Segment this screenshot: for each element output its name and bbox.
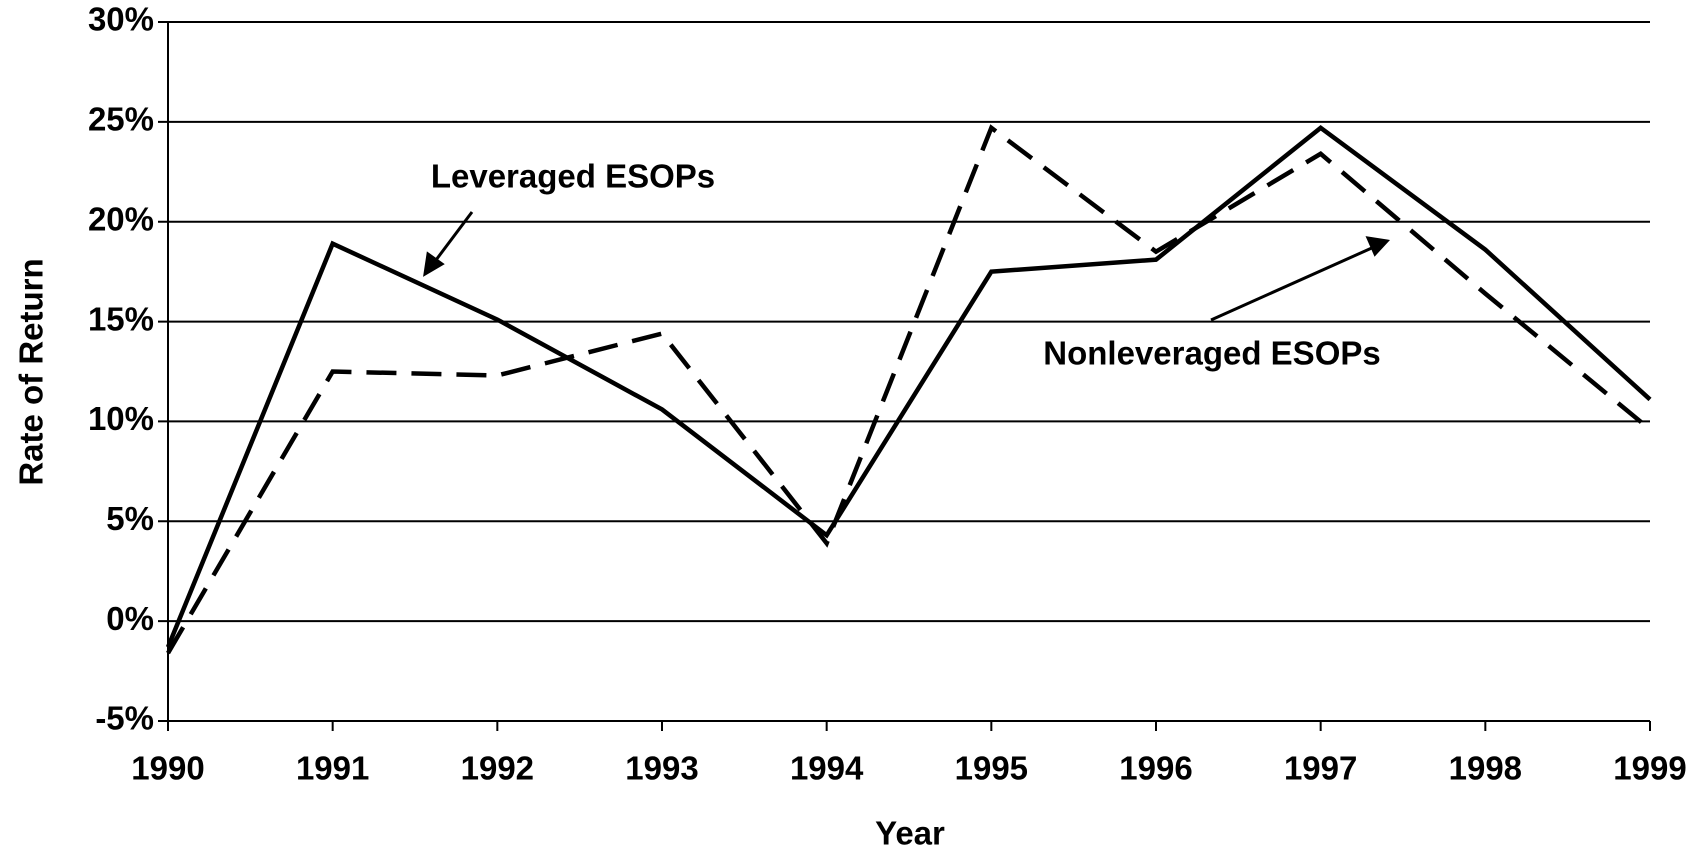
y-tick-label: 0%	[106, 600, 154, 637]
series-line	[165, 125, 1652, 648]
annotation: Nonleveraged ESOPs	[1043, 335, 1380, 372]
y-tick-label: 10%	[88, 400, 154, 437]
x-tick-label: 1997	[1284, 750, 1357, 787]
y-tick-label: 30%	[88, 1, 154, 38]
x-tick-label: 1996	[1119, 750, 1192, 787]
arrow-shaft	[431, 211, 474, 265]
x-tick-label: 1992	[461, 750, 534, 787]
x-tick-label: 1995	[955, 750, 1028, 787]
y-axis-title: Rate of Return	[13, 258, 50, 485]
arrow-head	[1365, 236, 1391, 257]
y-tick-label: 20%	[88, 200, 154, 237]
arrow-shaft	[1210, 245, 1375, 322]
y-tick-label: 15%	[88, 300, 154, 337]
y-tick-label: 5%	[106, 500, 154, 537]
y-tick-label: 25%	[88, 101, 154, 138]
annotation: Leveraged ESOPs	[431, 158, 715, 195]
annotation-arrows	[423, 211, 1391, 322]
x-tick-label: 1993	[625, 750, 698, 787]
x-tick-label: 1991	[296, 750, 369, 787]
x-tick-label: 1998	[1449, 750, 1522, 787]
x-tick-label: 1994	[790, 750, 864, 787]
x-tick-label: 1990	[131, 750, 204, 787]
x-tick-label: 1999	[1613, 750, 1686, 787]
x-axis-title: Year	[875, 815, 945, 852]
series-line	[166, 124, 1652, 655]
arrow-head	[423, 251, 445, 277]
y-tick-label: -5%	[95, 700, 154, 737]
